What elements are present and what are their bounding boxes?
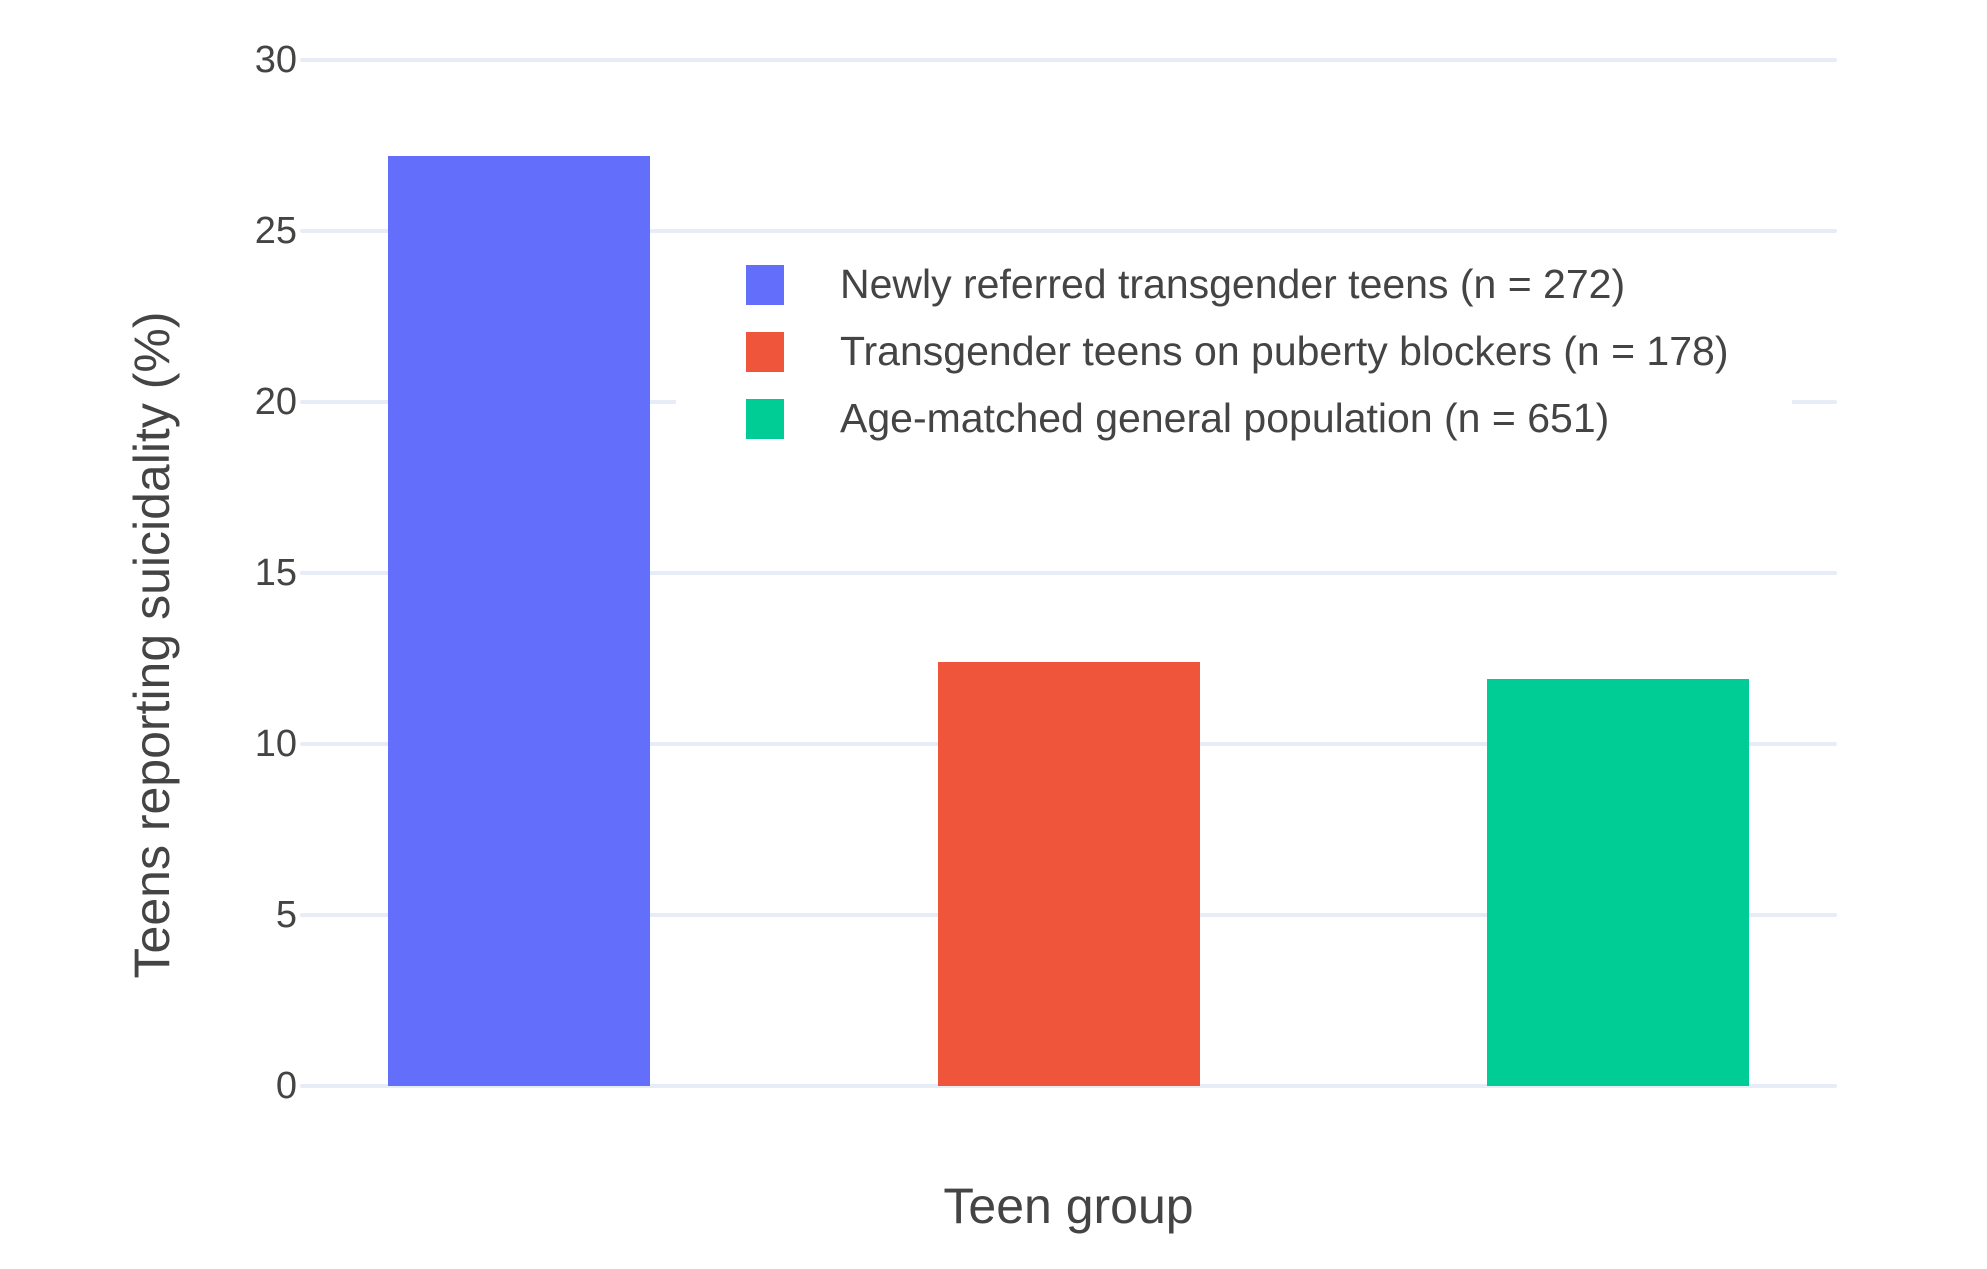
y-tick-label: 5 xyxy=(275,894,297,936)
legend-label: Transgender teens on puberty blockers (n… xyxy=(840,328,1729,374)
bar-2[interactable] xyxy=(938,661,1200,1086)
x-axis-title: Teen group xyxy=(943,1178,1194,1234)
y-tick-label: 10 xyxy=(254,723,297,765)
legend-label: Newly referred transgender teens (n = 27… xyxy=(840,261,1626,307)
y-tick-label: 20 xyxy=(254,381,297,423)
legend: Newly referred transgender teens (n = 27… xyxy=(676,245,1792,452)
gridline xyxy=(300,571,1837,575)
legend-swatch xyxy=(746,264,784,305)
legend-item[interactable]: Newly referred transgender teens (n = 27… xyxy=(676,251,1792,318)
gridline xyxy=(300,58,1837,62)
y-tick-label: 30 xyxy=(254,39,297,81)
legend-item[interactable]: Age-matched general population (n = 651) xyxy=(676,385,1792,452)
legend-item[interactable]: Transgender teens on puberty blockers (n… xyxy=(676,318,1792,385)
gridline xyxy=(300,1084,1837,1088)
legend-swatch xyxy=(746,398,784,439)
bar-1[interactable] xyxy=(388,155,650,1086)
gridline xyxy=(300,229,1837,233)
y-tick-label: 0 xyxy=(275,1065,297,1107)
y-axis-title: Teens reporting suicidality (%) xyxy=(124,311,180,979)
legend-swatch xyxy=(746,331,784,372)
legend-label: Age-matched general population (n = 651) xyxy=(840,395,1610,441)
y-tick-label: 25 xyxy=(254,210,297,252)
bar-3[interactable] xyxy=(1486,679,1749,1086)
y-tick-label: 15 xyxy=(254,552,297,594)
